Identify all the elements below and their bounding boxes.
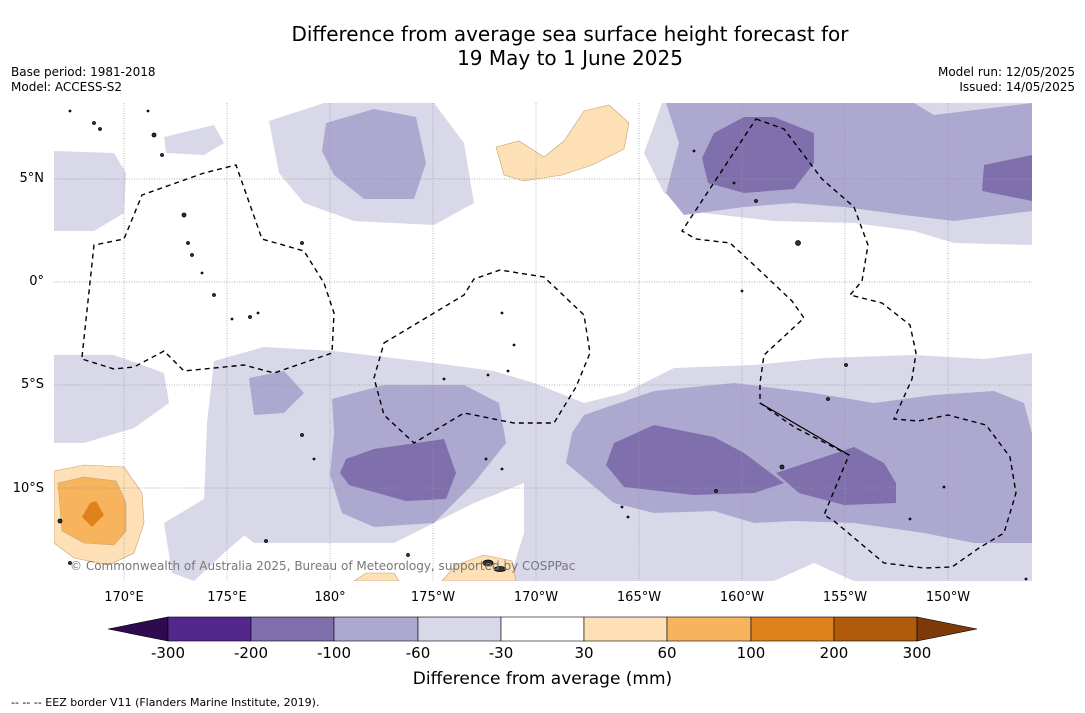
colorbar-bin-3 [333,616,419,642]
contour-dark-lavender [340,117,1032,505]
colorbar-bin-2 [250,616,335,642]
contour-positive-anomaly [54,104,630,581]
colorbar-tick: 200 [819,644,849,662]
lon-label-175w: 175°W [410,590,456,605]
colorbar-tick: -200 [233,644,269,662]
colorbar-tick: -100 [316,644,352,662]
lat-label-0: 0° [29,274,44,289]
colorbar-title: Difference from average (mm) [412,669,673,689]
map-title: Difference from average sea surface heig… [0,22,1085,70]
model-run-date: Model run: 12/05/2025 [937,65,1075,79]
lon-label-165w: 165°W [616,590,662,605]
colorbar-tick: -300 [150,644,186,662]
model-name: Model: ACCESS-S2 [11,80,123,94]
colorbar-bin-9 [833,616,918,642]
lon-label-170e: 170°E [104,590,144,605]
eez-legend-note: -- -- -- EEZ border V11 (Flanders Marine… [11,696,320,709]
colorbar-extend-high [916,616,978,642]
colorbar-tick: 300 [902,644,932,662]
base-period: Base period: 1981-2018 [11,65,156,79]
title-line-1: Difference from average sea surface heig… [291,22,849,46]
issued-date: Issued: 14/05/2025 [959,80,1075,94]
colorbar-bin-6 [583,616,668,642]
colorbar-tick: 30 [574,644,594,662]
lon-label-170w: 170°W [513,590,559,605]
colorbar-tick: 60 [657,644,677,662]
colorbar-tick: -30 [488,644,514,662]
colorbar-bin-7 [666,616,752,642]
colorbar-bin-1 [167,616,252,642]
lon-label-155w: 155°W [822,590,868,605]
colorbar [107,615,978,643]
forecast-map [54,103,1032,581]
lon-label-175e: 175°E [207,590,247,605]
lon-label-160w: 160°W [719,590,765,605]
title-line-2: 19 May to 1 June 2025 [457,46,683,70]
lat-label-10s: 10°S [12,481,44,496]
colorbar-tick: 100 [736,644,766,662]
lat-label-5n: 5°N [19,171,45,186]
colorbar-extend-low [107,616,169,642]
lat-label-5s: 5°S [20,377,44,392]
run-info: Model run: 12/05/2025 Issued: 14/05/2025 [938,65,1075,95]
colorbar-bin-5 [500,616,585,642]
islands [57,109,1028,581]
eez-borders [81,118,1017,569]
colorbar-bin-8 [750,616,835,642]
eez-shared-border [759,402,850,456]
base-info: Base period: 1981-2018 Model: ACCESS-S2 [11,65,156,95]
graticule [54,103,1032,581]
colorbar-tick: -60 [405,644,431,662]
colorbar-bin-4 [417,616,502,642]
copyright-notice: © Commonwealth of Australia 2025, Bureau… [70,559,576,573]
lon-label-150w: 150°W [925,590,971,605]
lon-label-180: 180° [314,590,346,605]
